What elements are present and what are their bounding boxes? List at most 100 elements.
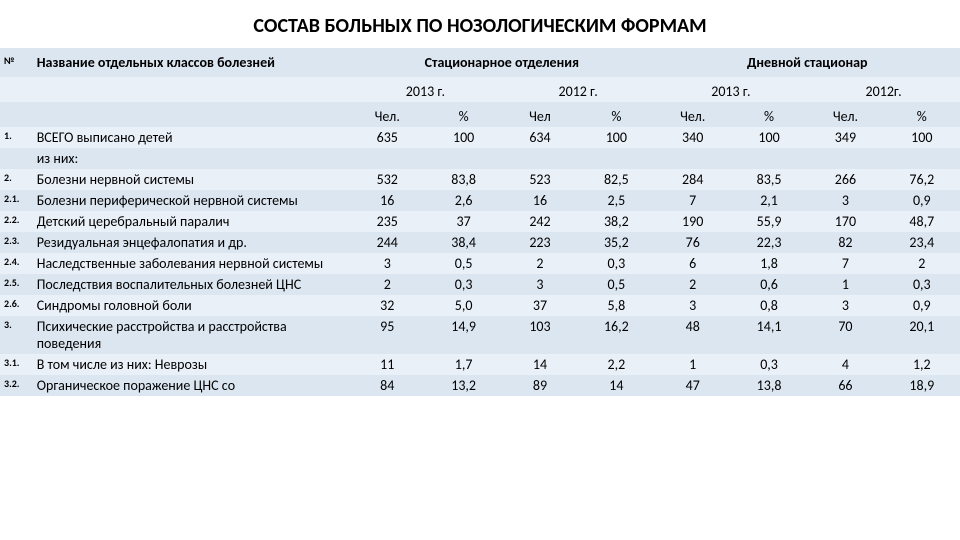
row-name: из них: — [33, 148, 349, 169]
table-row: 2.4.Наследственные заболевания нервной с… — [0, 253, 960, 274]
row-value: 1,7 — [425, 354, 501, 375]
row-num: 1. — [0, 127, 33, 148]
row-value: 16,2 — [578, 316, 654, 354]
row-name: Наследственные заболевания нервной систе… — [33, 253, 349, 274]
row-value: 6 — [655, 253, 731, 274]
row-num: 2.1. — [0, 190, 33, 211]
row-value: 35,2 — [578, 232, 654, 253]
row-value: 2,1 — [731, 190, 807, 211]
row-value: 100 — [731, 127, 807, 148]
row-value: 37 — [502, 295, 578, 316]
row-num: 2.5. — [0, 274, 33, 295]
table-row: 2.3.Резидуальная энцефалопатия и др.2443… — [0, 232, 960, 253]
row-value: 84 — [349, 375, 425, 396]
col-daycare: Дневной стационар — [655, 48, 960, 77]
row-value: 235 — [349, 211, 425, 232]
table-row: 3.1.В том числе из них: Неврозы111,7142,… — [0, 354, 960, 375]
row-value: 100 — [578, 127, 654, 148]
row-value: 37 — [425, 211, 501, 232]
row-value: 284 — [655, 169, 731, 190]
table-row: 3.Психические расстройства и расстройств… — [0, 316, 960, 354]
table-row: 1.ВСЕГО выписано детей635100634100340100… — [0, 127, 960, 148]
unit-chel: Чел. — [349, 102, 425, 127]
row-value: 3 — [807, 295, 883, 316]
row-name: Органическое поражение ЦНС со — [33, 375, 349, 396]
row-num: 2.6. — [0, 295, 33, 316]
unit-pct: % — [425, 102, 501, 127]
row-value: 14 — [578, 375, 654, 396]
row-value: 70 — [807, 316, 883, 354]
row-value: 3 — [502, 274, 578, 295]
row-value: 38,2 — [578, 211, 654, 232]
row-value: 7 — [655, 190, 731, 211]
row-value: 95 — [349, 316, 425, 354]
row-value: 1,8 — [731, 253, 807, 274]
col-name: Название отдельных классов болезней — [33, 48, 349, 77]
row-value: 103 — [502, 316, 578, 354]
row-value: 38,4 — [425, 232, 501, 253]
unit-pct: % — [884, 102, 960, 127]
row-value: 0,5 — [425, 253, 501, 274]
row-value: 523 — [502, 169, 578, 190]
page-title: СОСТАВ БОЛЬНЫХ ПО НОЗОЛОГИЧЕСКИМ ФОРМАМ — [0, 0, 960, 48]
row-value: 0,9 — [884, 190, 960, 211]
row-value: 3 — [807, 190, 883, 211]
row-value — [578, 148, 654, 169]
row-value: 47 — [655, 375, 731, 396]
row-value: 0,3 — [578, 253, 654, 274]
row-value: 0,3 — [425, 274, 501, 295]
row-name: В том числе из них: Неврозы — [33, 354, 349, 375]
row-value: 66 — [807, 375, 883, 396]
row-num: 2.3. — [0, 232, 33, 253]
row-value: 1 — [807, 274, 883, 295]
table-row: 2.1.Болезни периферической нервной систе… — [0, 190, 960, 211]
table-row: 2.5.Последствия воспалительных болезней … — [0, 274, 960, 295]
unit-chel: Чел. — [807, 102, 883, 127]
row-value: 5,8 — [578, 295, 654, 316]
row-value: 13,2 — [425, 375, 501, 396]
row-value: 532 — [349, 169, 425, 190]
row-value: 14,9 — [425, 316, 501, 354]
row-name: Детский церебральный паралич — [33, 211, 349, 232]
row-value: 76 — [655, 232, 731, 253]
year-2012-a: 2012 г. — [502, 77, 655, 102]
row-num: 2.2. — [0, 211, 33, 232]
row-value: 190 — [655, 211, 731, 232]
row-value: 7 — [807, 253, 883, 274]
row-value: 14 — [502, 354, 578, 375]
row-name: Психические расстройства и расстройства … — [33, 316, 349, 354]
table-row: из них: — [0, 148, 960, 169]
unit-chel: Чел. — [655, 102, 731, 127]
row-value: 170 — [807, 211, 883, 232]
row-value: 11 — [349, 354, 425, 375]
row-value: 14,1 — [731, 316, 807, 354]
row-value — [425, 148, 501, 169]
row-num: 2.4. — [0, 253, 33, 274]
row-value: 82 — [807, 232, 883, 253]
row-value: 55,9 — [731, 211, 807, 232]
row-value: 223 — [502, 232, 578, 253]
row-value: 0,5 — [578, 274, 654, 295]
row-value: 2,5 — [578, 190, 654, 211]
row-value: 100 — [884, 127, 960, 148]
row-value: 0,3 — [884, 274, 960, 295]
row-value: 3 — [349, 253, 425, 274]
row-value: 2 — [884, 253, 960, 274]
row-value: 0,6 — [731, 274, 807, 295]
row-value: 23,4 — [884, 232, 960, 253]
row-value: 0,9 — [884, 295, 960, 316]
row-value: 100 — [425, 127, 501, 148]
row-value: 76,2 — [884, 169, 960, 190]
row-value: 635 — [349, 127, 425, 148]
row-value: 1,2 — [884, 354, 960, 375]
table-row: 2.2.Детский церебральный паралич23537242… — [0, 211, 960, 232]
row-value: 266 — [807, 169, 883, 190]
year-2013-a: 2013 г. — [349, 77, 502, 102]
row-value — [655, 148, 731, 169]
row-value: 2 — [502, 253, 578, 274]
row-num: 3.2. — [0, 375, 33, 396]
row-num — [0, 148, 33, 169]
row-value — [349, 148, 425, 169]
col-inpatient: Стационарное отделения — [349, 48, 654, 77]
row-value: 83,5 — [731, 169, 807, 190]
